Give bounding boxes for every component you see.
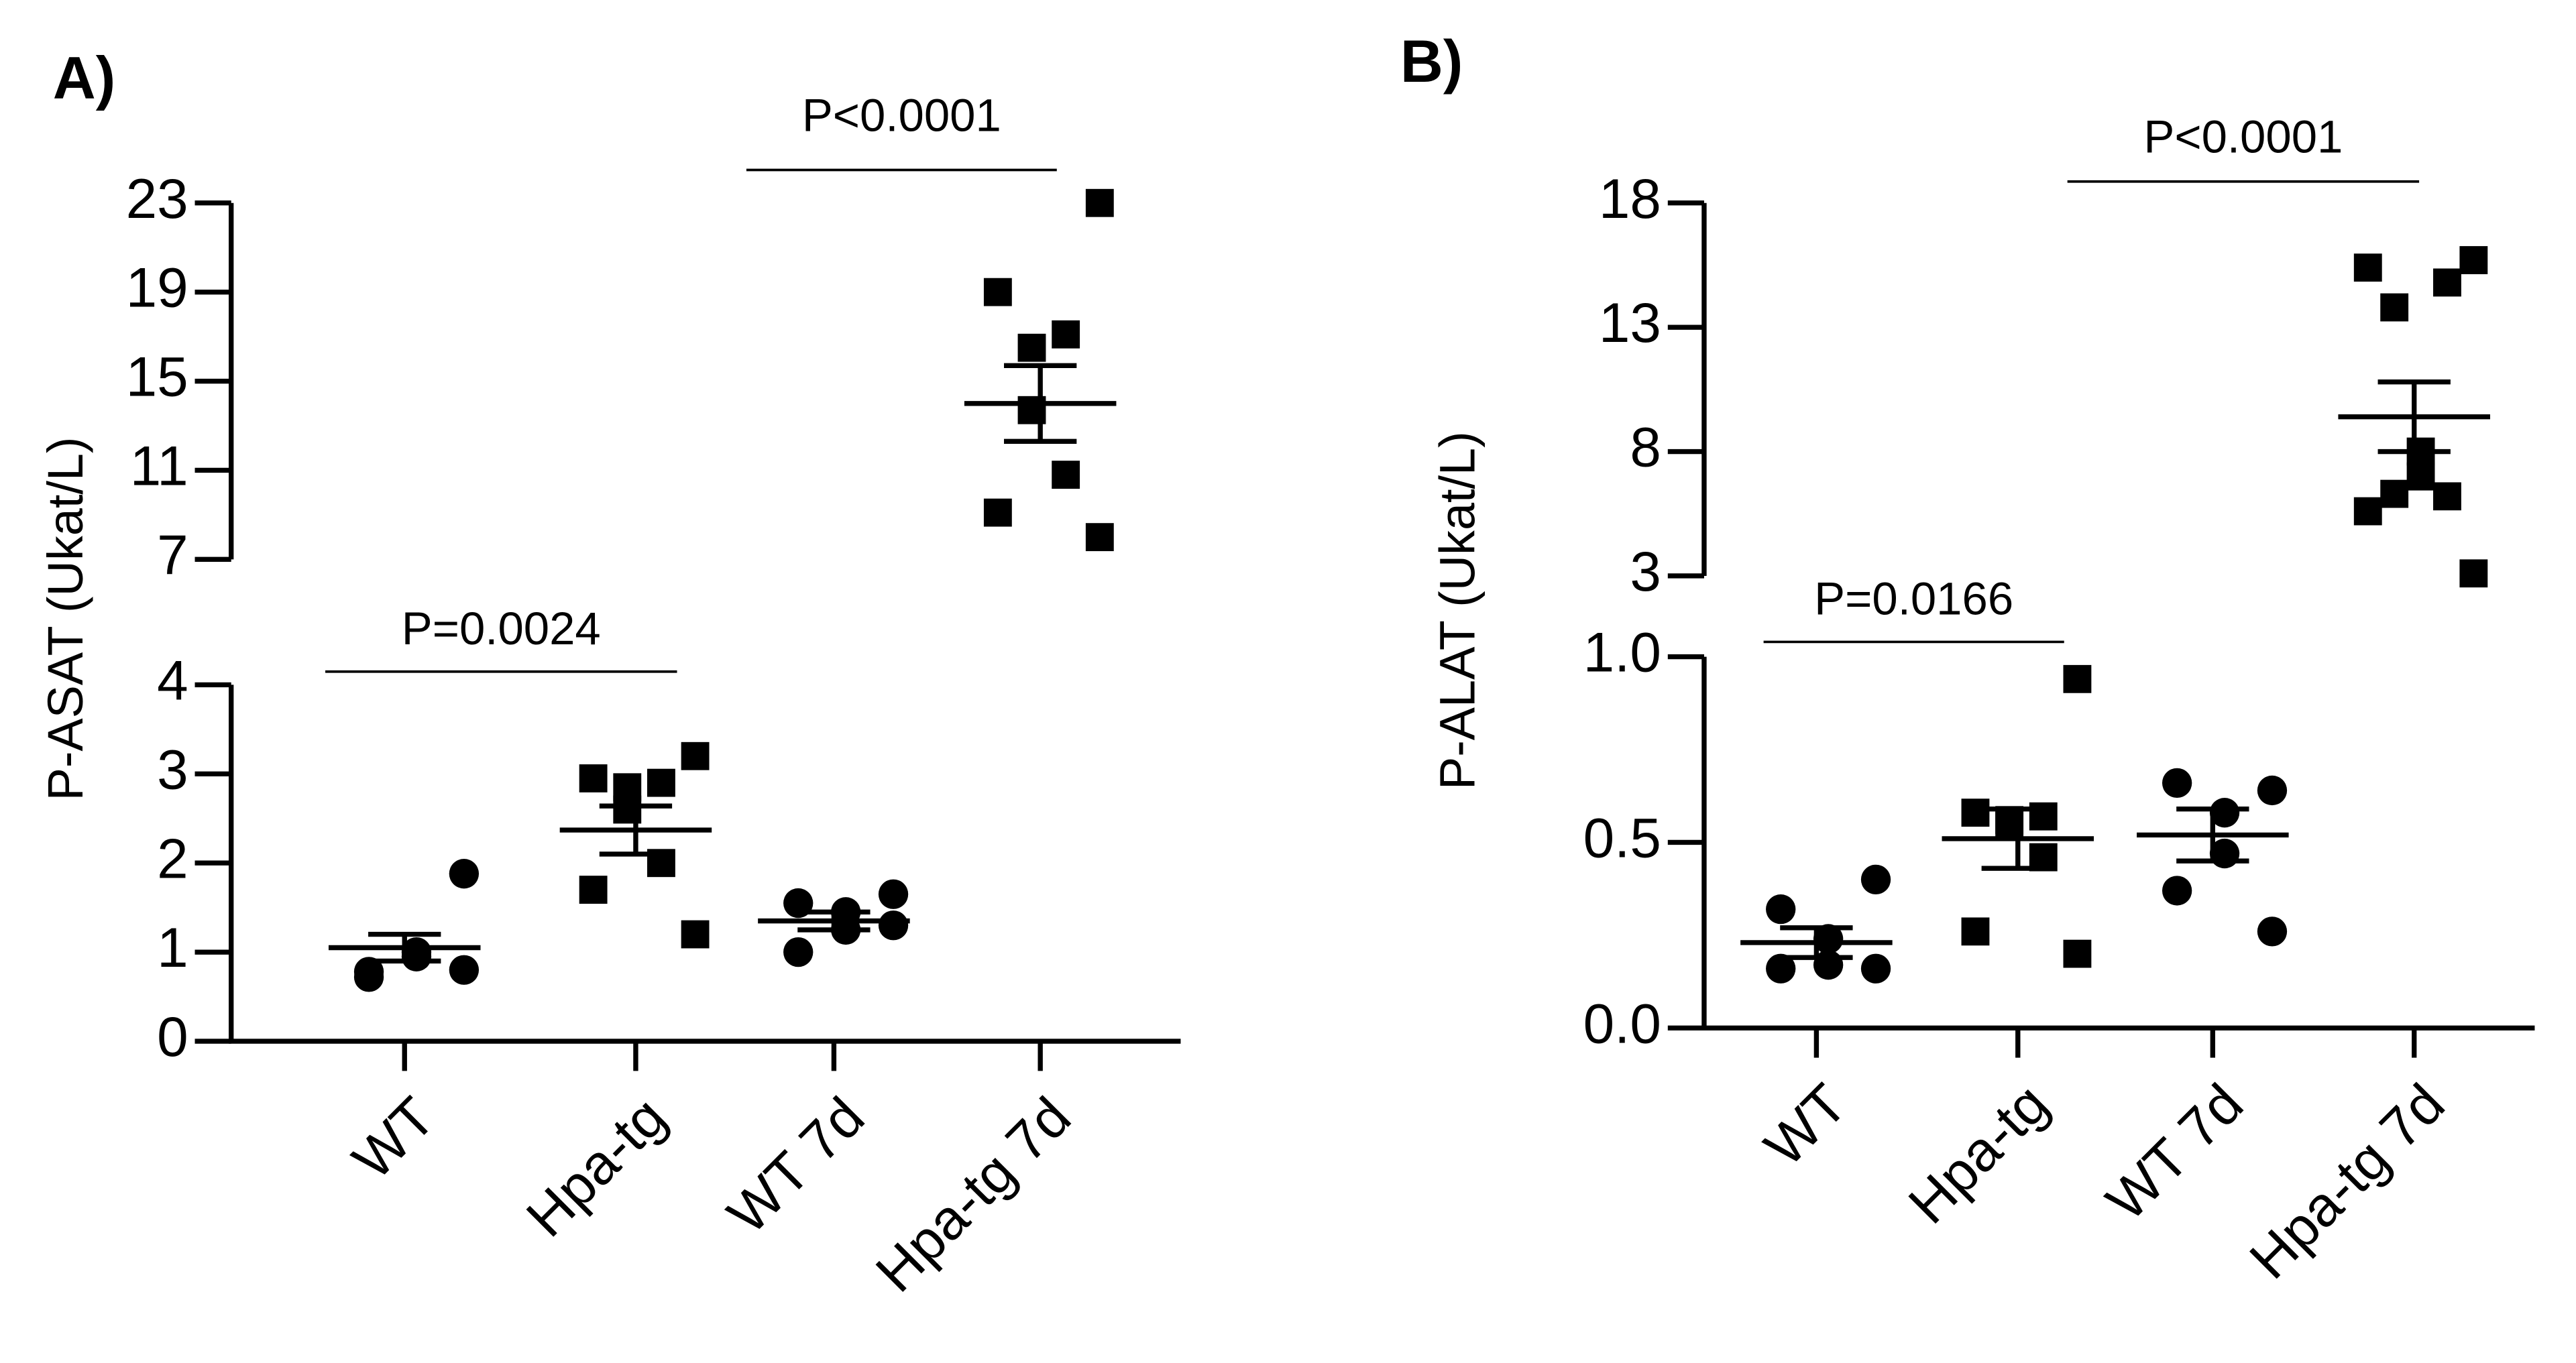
- data-point: [2380, 479, 2409, 508]
- data-point: [1052, 320, 1080, 349]
- data-point: [353, 957, 384, 987]
- y-tick-label: 15: [126, 345, 188, 408]
- y-axis-label: P-ASAT (Ukat/L): [38, 437, 93, 801]
- x-tick-label: Hpa-tg 7d: [2237, 1072, 2456, 1291]
- x-tick-label: WT 7d: [2094, 1072, 2255, 1233]
- data-point: [1813, 924, 1844, 954]
- data-point: [2063, 939, 2092, 968]
- x-tick-label: Hpa-tg: [514, 1085, 678, 1248]
- y-tick-label: 23: [126, 167, 188, 230]
- data-point: [1085, 188, 1114, 217]
- data-point: [2433, 268, 2461, 297]
- x-tick-label: WT: [1752, 1072, 1858, 1178]
- data-point: [2063, 664, 2092, 693]
- data-point: [2162, 876, 2192, 906]
- data-point: [1860, 953, 1891, 984]
- data-point: [878, 879, 909, 909]
- data-point: [2380, 293, 2409, 322]
- data-point: [878, 910, 909, 941]
- data-point: [983, 278, 1012, 306]
- data-point: [647, 768, 675, 797]
- data-point: [2406, 462, 2435, 491]
- data-point: [681, 742, 710, 770]
- data-point: [2162, 768, 2192, 798]
- data-point: [2257, 916, 2288, 947]
- y-tick-label: 4: [157, 649, 188, 712]
- data-point: [2433, 482, 2461, 511]
- data-point: [2353, 253, 2382, 282]
- y-tick-label: 0.0: [1583, 992, 1661, 1055]
- x-tick-label: WT 7d: [716, 1085, 877, 1246]
- y-tick-label: 11: [130, 434, 188, 497]
- data-point: [783, 937, 814, 967]
- y-tick-label: 1: [157, 916, 188, 979]
- y-axis-label: P-ALAT (Ukat/L): [1430, 431, 1486, 790]
- data-point: [449, 955, 480, 985]
- data-point: [2459, 246, 2488, 274]
- y-tick-label: 0: [157, 1005, 188, 1068]
- data-point: [1085, 523, 1114, 552]
- data-point: [579, 876, 608, 904]
- y-tick-label: 3: [1630, 540, 1661, 603]
- y-tick-label: 18: [1599, 167, 1661, 230]
- x-tick-label: Hpa-tg: [1896, 1072, 2060, 1236]
- p-value: P<0.0001: [2143, 111, 2343, 162]
- p-value: P=0.0024: [402, 603, 601, 654]
- data-point: [2257, 775, 2288, 806]
- data-point: [1766, 953, 1796, 984]
- data-point: [2209, 798, 2240, 828]
- data-point: [1961, 917, 1990, 946]
- y-tick-label: 13: [1599, 291, 1661, 354]
- p-value: P<0.0001: [802, 89, 1001, 141]
- data-point: [1860, 864, 1891, 895]
- data-point: [2459, 559, 2488, 588]
- data-point: [579, 764, 608, 792]
- data-point: [681, 920, 710, 949]
- y-tick-label: 8: [1630, 416, 1661, 479]
- x-tick-label: Hpa-tg 7d: [864, 1085, 1082, 1303]
- y-tick-label: 3: [157, 737, 188, 801]
- data-point: [449, 859, 480, 889]
- panel-label: A): [53, 44, 116, 111]
- y-tick-label: 2: [157, 827, 188, 890]
- y-tick-label: 1.0: [1583, 621, 1661, 684]
- p-value: P=0.0166: [1814, 573, 2013, 625]
- y-tick-label: 7: [157, 523, 188, 586]
- data-point: [1017, 333, 1046, 362]
- y-tick-label: 0.5: [1583, 807, 1661, 870]
- y-tick-label: 19: [126, 256, 188, 319]
- data-point: [983, 498, 1012, 527]
- x-tick-label: WT: [341, 1085, 447, 1191]
- data-point: [1052, 461, 1080, 489]
- panel-label: B): [1400, 28, 1463, 95]
- data-point: [1961, 798, 1990, 827]
- data-point: [2353, 497, 2382, 526]
- data-point: [1766, 894, 1796, 925]
